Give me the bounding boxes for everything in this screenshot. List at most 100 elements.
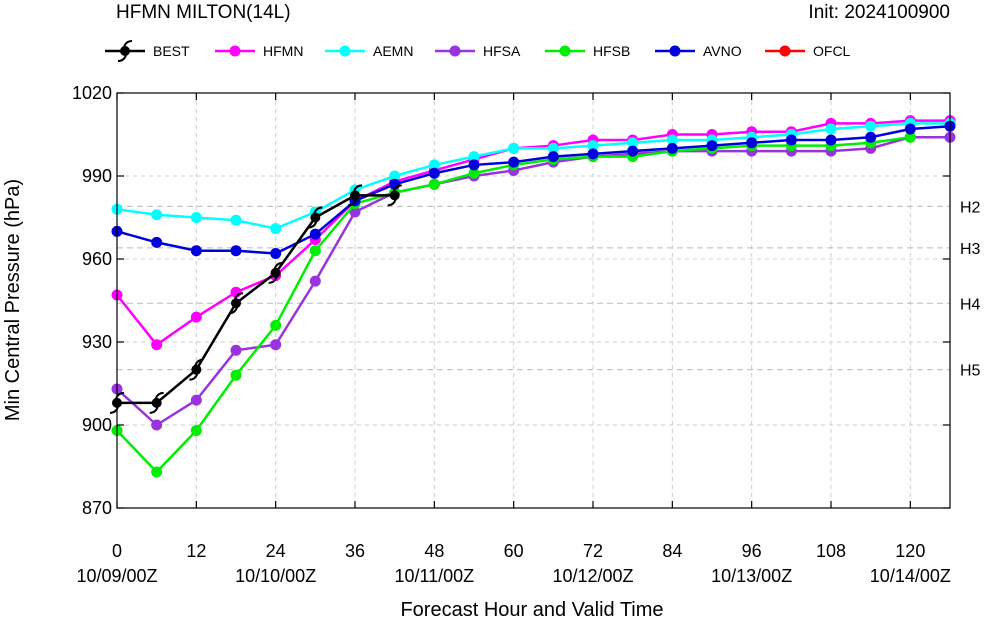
point-avno [627, 145, 639, 157]
y-tick-label: 960 [82, 249, 112, 269]
point-hfsa [230, 344, 242, 356]
point-aemn [587, 140, 599, 152]
chart-title: HFMN MILTON(14L) [116, 2, 291, 23]
point-avno [587, 148, 599, 160]
point-best [149, 391, 164, 414]
legend: BEST HFMN AEMN HFSA HFSB AVNO OFCL [105, 40, 851, 62]
point-hfsa [349, 206, 361, 218]
point-hfsb [230, 369, 242, 381]
point-aemn [666, 134, 678, 146]
point-aemn [230, 214, 242, 226]
point-aemn [627, 137, 639, 149]
date-tick-label: 10/10/00Z [235, 566, 316, 586]
series-avno [111, 120, 956, 259]
point-hfsb [468, 167, 480, 179]
x-tick-label: 36 [345, 541, 365, 561]
series-hfsa [111, 131, 956, 431]
point-aemn [508, 142, 520, 154]
threshold-label: H2 [960, 199, 981, 216]
date-tick-label: 10/09/00Z [76, 566, 157, 586]
legend-item-hfsb: HFSB [545, 43, 630, 59]
y-tick-label: 990 [82, 166, 112, 186]
category-thresholds: H2 H3 H4 H5 [117, 199, 981, 380]
point-avno [508, 156, 520, 168]
y-tick-label: 930 [82, 332, 112, 352]
point-aemn [190, 212, 202, 223]
point-hfsa [309, 275, 321, 287]
point-best [308, 206, 323, 229]
legend-marker-aemn [339, 45, 351, 57]
series-best [109, 184, 402, 414]
series-line-avno [116, 124, 951, 255]
x-tick-label: 24 [266, 541, 286, 561]
point-avno [270, 247, 282, 259]
legend-marker-ofcl [779, 45, 791, 57]
date-tick-label: 10/14/00Z [870, 566, 951, 586]
x-tick-label: 12 [186, 541, 206, 561]
x-tick-label: 60 [504, 541, 524, 561]
y-axis-label: Min Central Pressure (hPa) [2, 179, 24, 421]
point-aemn [825, 123, 837, 135]
point-hfsb [270, 319, 282, 331]
y-tick-label: 870 [82, 498, 112, 518]
legend-item-ofcl: OFCL [765, 43, 851, 59]
x-tick-label: 96 [742, 541, 762, 561]
point-avno [706, 140, 718, 152]
point-avno [547, 151, 559, 163]
point-hfsb [904, 131, 916, 143]
threshold-label: H5 [960, 363, 981, 380]
y-tick-label: 900 [82, 415, 112, 435]
series-line-aemn [116, 122, 950, 230]
point-hfsb [190, 425, 202, 437]
date-tick-label: 10/13/00Z [711, 566, 792, 586]
date-tick-label: 10/12/00Z [552, 566, 633, 586]
threshold-label: H4 [960, 296, 981, 313]
point-hfsb [428, 178, 440, 190]
point-avno [309, 228, 321, 240]
point-aemn [428, 159, 440, 171]
date-tick-label: 10/11/00Z [394, 566, 474, 586]
point-hfmn [151, 339, 163, 351]
legend-marker-hfmn [229, 45, 241, 57]
series-line-hfsa [116, 136, 950, 427]
point-avno [468, 159, 480, 171]
init-label: Init: 2024100900 [808, 2, 950, 23]
point-avno [746, 137, 758, 149]
legend-label-hfmn: HFMN [263, 43, 303, 59]
point-avno [785, 134, 797, 146]
point-hfsb [151, 466, 163, 478]
legend-label-hfsa: HFSA [483, 43, 521, 59]
point-aemn [270, 223, 282, 235]
legend-marker-hfsb [559, 45, 571, 57]
grid [117, 93, 950, 508]
point-avno [904, 123, 916, 135]
x-tick-label: 108 [816, 541, 846, 561]
point-aemn [468, 151, 480, 163]
plot-frame [116, 92, 951, 509]
point-best [268, 261, 283, 284]
series-line-hfmn [116, 119, 950, 347]
point-hfsa [190, 394, 202, 406]
legend-label-ofcl: OFCL [813, 43, 851, 59]
point-avno [190, 245, 202, 257]
legend-item-aemn: AEMN [325, 43, 413, 59]
series-lines [109, 115, 956, 478]
series-line-best [117, 194, 395, 405]
point-best [347, 184, 363, 207]
point-avno [666, 142, 678, 154]
point-avno [825, 134, 837, 146]
x-tick-label: 48 [424, 541, 444, 561]
point-avno [151, 236, 163, 248]
point-hfsa [151, 419, 163, 431]
point-hfmn [190, 311, 202, 323]
x-tick-label: 0 [112, 541, 122, 561]
x-tick-label: 120 [895, 541, 925, 561]
threshold-label: H3 [960, 241, 981, 258]
x-tick-label: 72 [583, 541, 603, 561]
point-avno [865, 131, 877, 143]
point-aemn [389, 170, 401, 182]
point-best [228, 292, 244, 315]
legend-item-hfsa: HFSA [435, 43, 521, 59]
legend-label-best: BEST [153, 43, 190, 59]
